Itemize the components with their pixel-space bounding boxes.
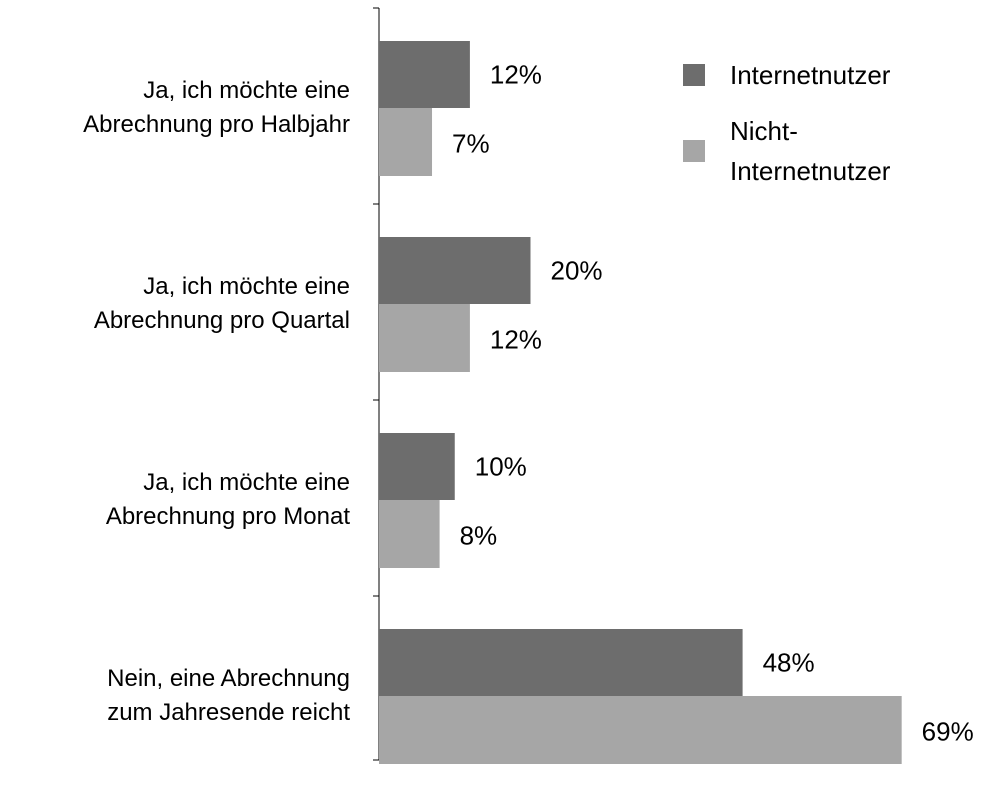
legend-label: Nicht- Internetnutzer: [730, 116, 891, 186]
bar: [379, 696, 902, 764]
bar: [379, 237, 531, 304]
category-label: Nein, eine Abrechnung zum Jahresende rei…: [107, 665, 350, 726]
bar: [379, 304, 470, 372]
legend-label: Internetnutzer: [730, 60, 891, 90]
value-label: 69%: [922, 716, 974, 746]
value-label: 12%: [490, 324, 542, 354]
value-label: 8%: [460, 520, 498, 550]
legend-swatch: [683, 140, 705, 162]
category-label: Ja, ich möchte eine Abrechnung pro Halbj…: [83, 77, 350, 138]
category-label: Ja, ich möchte eine Abrechnung pro Quart…: [93, 273, 350, 334]
bar: [379, 500, 440, 568]
value-label: 48%: [763, 647, 815, 677]
value-label: 10%: [475, 451, 527, 481]
category-label: Ja, ich möchte eine Abrechnung pro Monat: [105, 469, 350, 530]
value-label: 7%: [452, 128, 490, 158]
bar: [379, 41, 470, 108]
value-label: 20%: [551, 255, 603, 285]
bar: [379, 108, 433, 176]
bar: [379, 433, 455, 500]
value-label: 12%: [490, 59, 542, 89]
legend-swatch: [683, 64, 705, 86]
bar: [379, 629, 743, 696]
